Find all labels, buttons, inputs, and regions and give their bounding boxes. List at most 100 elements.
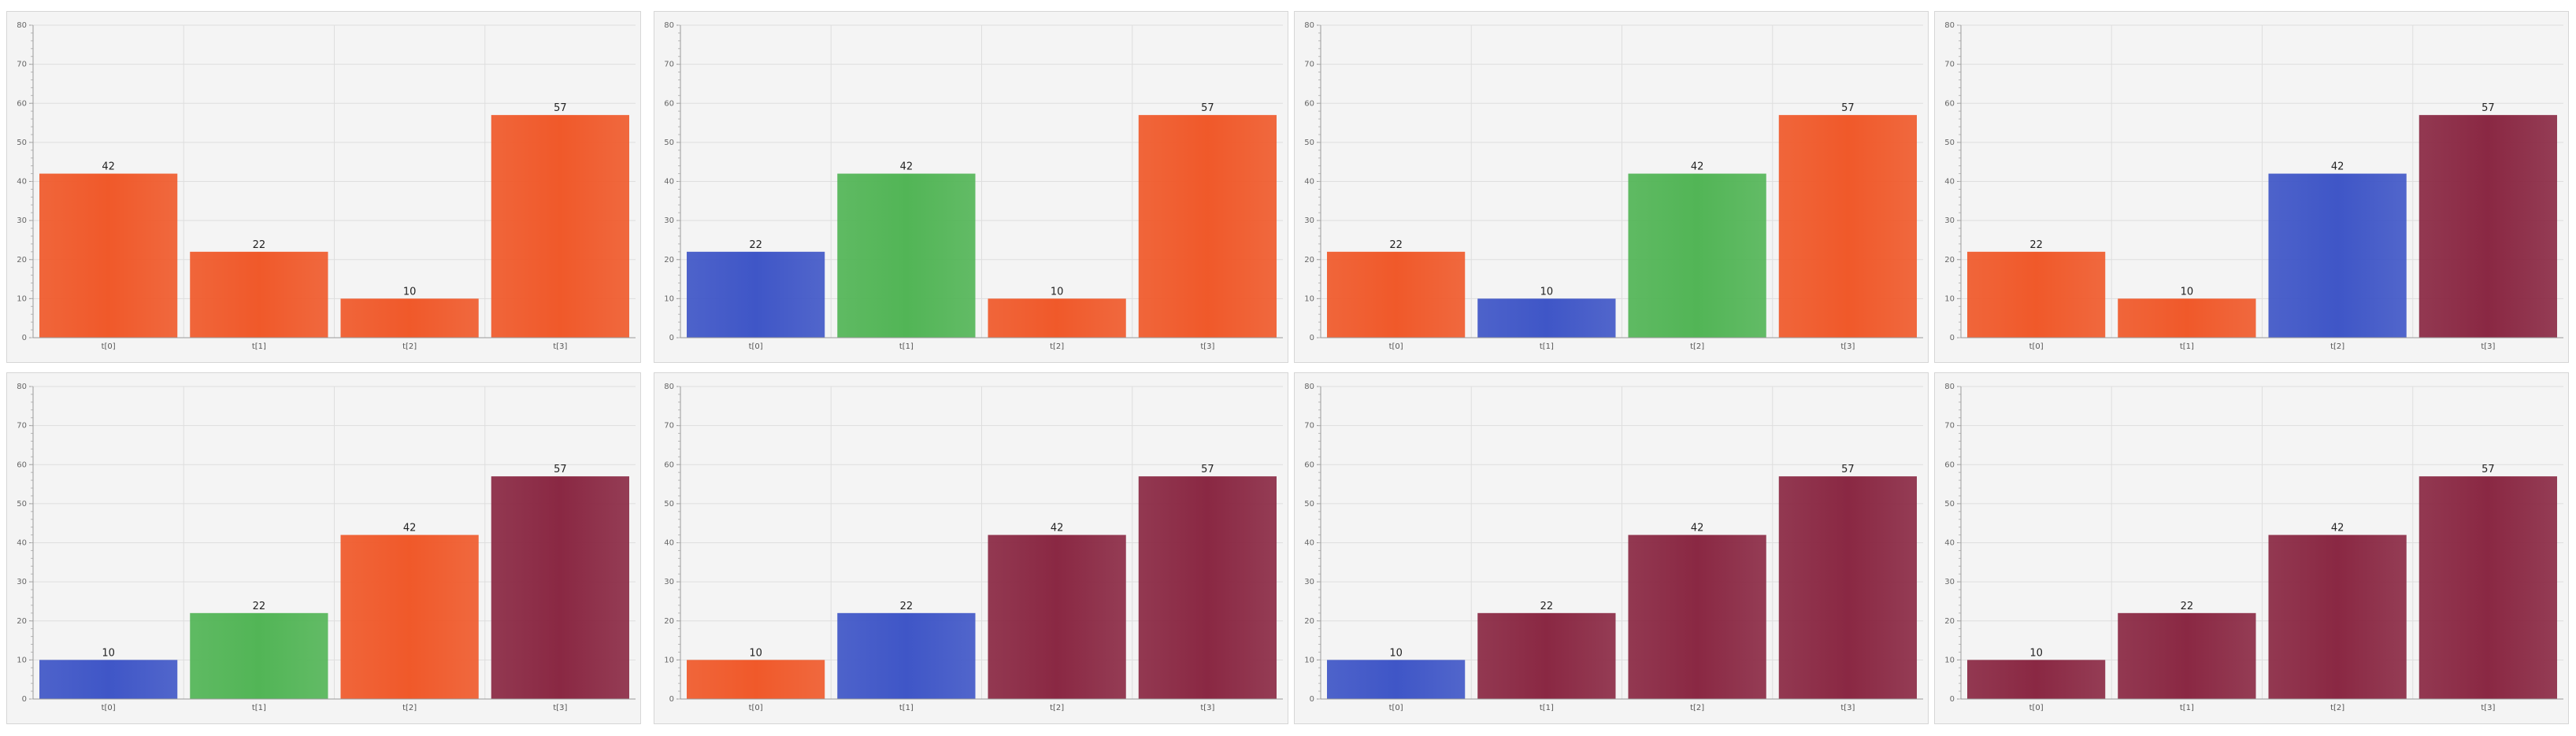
x-tick-label: t[1]: [1540, 704, 1554, 712]
y-tick-label: 10: [1304, 294, 1314, 303]
y-tick-label: 70: [1304, 61, 1314, 69]
y-tick-label: 80: [1944, 21, 1955, 30]
data-label: 57: [554, 464, 567, 475]
y-tick-label: 30: [1304, 216, 1314, 225]
bar: [1477, 298, 1616, 338]
data-label: 42: [2331, 161, 2344, 173]
y-tick-label: 70: [664, 422, 674, 431]
y-tick-label: 10: [1304, 656, 1314, 664]
bar: [491, 476, 629, 699]
y-tick-label: 50: [1304, 500, 1314, 509]
y-tick-label: 30: [17, 578, 27, 586]
y-tick-label: 80: [1304, 21, 1314, 30]
bar-chart: 0 10 20 30 40 50 60 70 80 10 t[0] 22 t[1] 42 t[2] 57 t[3…: [1304, 383, 1923, 712]
x-tick-label: t[0]: [1389, 342, 1403, 351]
y-tick-label: 10: [17, 294, 27, 303]
bar: [2418, 115, 2557, 338]
data-label: 57: [1201, 102, 1214, 114]
bar: [687, 660, 825, 699]
bar-chart-panel: 0 10 20 30 40 50 60 70 80 10 t[0] 22 t[1] 42 t[2] 57 t[3…: [654, 372, 1288, 724]
y-tick-label: 40: [17, 539, 27, 548]
y-tick-label: 10: [1944, 656, 1955, 664]
data-label: 22: [253, 601, 266, 612]
bar-chart: 0 10 20 30 40 50 60 70 80 10 t[0] 22 t[1] 42 t[2] 57 t[3…: [1944, 383, 2563, 712]
x-tick-label: t[1]: [2180, 342, 2194, 351]
y-tick-label: 70: [1304, 422, 1314, 431]
x-tick-label: t[3]: [553, 342, 567, 351]
bar-chart: 0 10 20 30 40 50 60 70 80 22 t[0] 10 t[1] 42 t[2] 57 t[3…: [1304, 21, 1923, 351]
x-tick-label: t[0]: [102, 704, 116, 712]
x-tick-label: t[1]: [252, 342, 266, 351]
y-tick-label: 20: [664, 617, 674, 626]
data-label: 57: [554, 102, 567, 114]
bar: [1477, 612, 1616, 699]
y-tick-label: 20: [1304, 256, 1314, 264]
data-label: 42: [1051, 523, 1064, 534]
bar: [837, 173, 976, 338]
data-label: 22: [749, 239, 762, 251]
y-tick-label: 50: [664, 500, 674, 509]
y-tick-label: 20: [1944, 256, 1955, 264]
bar: [2268, 173, 2407, 338]
x-tick-label: t[2]: [1050, 704, 1064, 712]
x-tick-label: t[1]: [899, 704, 914, 712]
bar: [988, 298, 1126, 338]
bar-chart-panel: 0 10 20 30 40 50 60 70 80 10 t[0] 22 t[1] 42 t[2] 57 t[3…: [6, 372, 641, 724]
data-label: 42: [2331, 523, 2344, 534]
bar: [988, 534, 1126, 699]
y-tick-label: 60: [17, 99, 27, 108]
x-tick-label: t[3]: [1200, 704, 1214, 712]
x-tick-label: t[0]: [102, 342, 116, 351]
y-tick-label: 0: [669, 695, 674, 704]
y-tick-label: 60: [1304, 99, 1314, 108]
data-label: 57: [1201, 464, 1214, 475]
y-tick-label: 30: [1944, 578, 1955, 586]
bar: [2118, 298, 2256, 338]
data-label: 42: [1691, 161, 1704, 173]
y-tick-label: 50: [17, 500, 27, 509]
x-tick-label: t[3]: [2481, 704, 2495, 712]
y-tick-label: 0: [22, 695, 27, 704]
bar-chart-panel: 0 10 20 30 40 50 60 70 80 10 t[0] 22 t[1] 42 t[2] 57 t[3…: [1294, 372, 1929, 724]
y-tick-label: 10: [17, 656, 27, 664]
y-tick-label: 30: [664, 578, 674, 586]
y-tick-label: 30: [664, 216, 674, 225]
x-tick-label: t[1]: [899, 342, 914, 351]
data-label: 10: [102, 647, 115, 659]
x-tick-label: t[3]: [1840, 704, 1855, 712]
y-tick-label: 60: [1304, 460, 1314, 469]
data-label: 22: [1540, 601, 1554, 612]
bar: [1138, 115, 1277, 338]
y-tick-label: 40: [664, 178, 674, 187]
y-tick-label: 80: [17, 21, 27, 30]
x-tick-label: t[2]: [2330, 342, 2344, 351]
bar-chart: 0 10 20 30 40 50 60 70 80 22 t[0] 42 t[1] 10 t[2] 57 t[3…: [664, 21, 1283, 351]
bar: [1778, 115, 1917, 338]
data-label: 22: [253, 239, 266, 251]
y-tick-label: 50: [1944, 139, 1955, 147]
y-tick-label: 60: [17, 460, 27, 469]
y-tick-label: 10: [664, 656, 674, 664]
bar-chart: 0 10 20 30 40 50 60 70 80 42 t[0] 22 t[1] 10 t[2] 57 t[3…: [17, 21, 636, 351]
y-tick-label: 60: [1944, 99, 1955, 108]
bar-chart-panel: 0 10 20 30 40 50 60 70 80 10 t[0] 22 t[1] 42 t[2] 57 t[3…: [1934, 372, 2569, 724]
y-tick-label: 70: [1944, 422, 1955, 431]
y-tick-label: 80: [664, 21, 674, 30]
data-label: 22: [2181, 601, 2194, 612]
bar: [1628, 173, 1766, 338]
bar: [1327, 251, 1466, 338]
data-label: 42: [102, 161, 115, 173]
x-tick-label: t[3]: [553, 704, 567, 712]
x-tick-label: t[1]: [1540, 342, 1554, 351]
data-label: 22: [2029, 239, 2043, 251]
x-tick-label: t[1]: [2180, 704, 2194, 712]
x-tick-label: t[2]: [1690, 342, 1704, 351]
x-tick-label: t[0]: [749, 704, 763, 712]
data-label: 42: [900, 161, 914, 173]
y-tick-label: 10: [664, 294, 674, 303]
x-tick-label: t[0]: [749, 342, 763, 351]
bar: [2268, 534, 2407, 699]
bar: [1967, 251, 2106, 338]
y-tick-label: 0: [22, 334, 27, 342]
y-tick-label: 10: [1944, 294, 1955, 303]
